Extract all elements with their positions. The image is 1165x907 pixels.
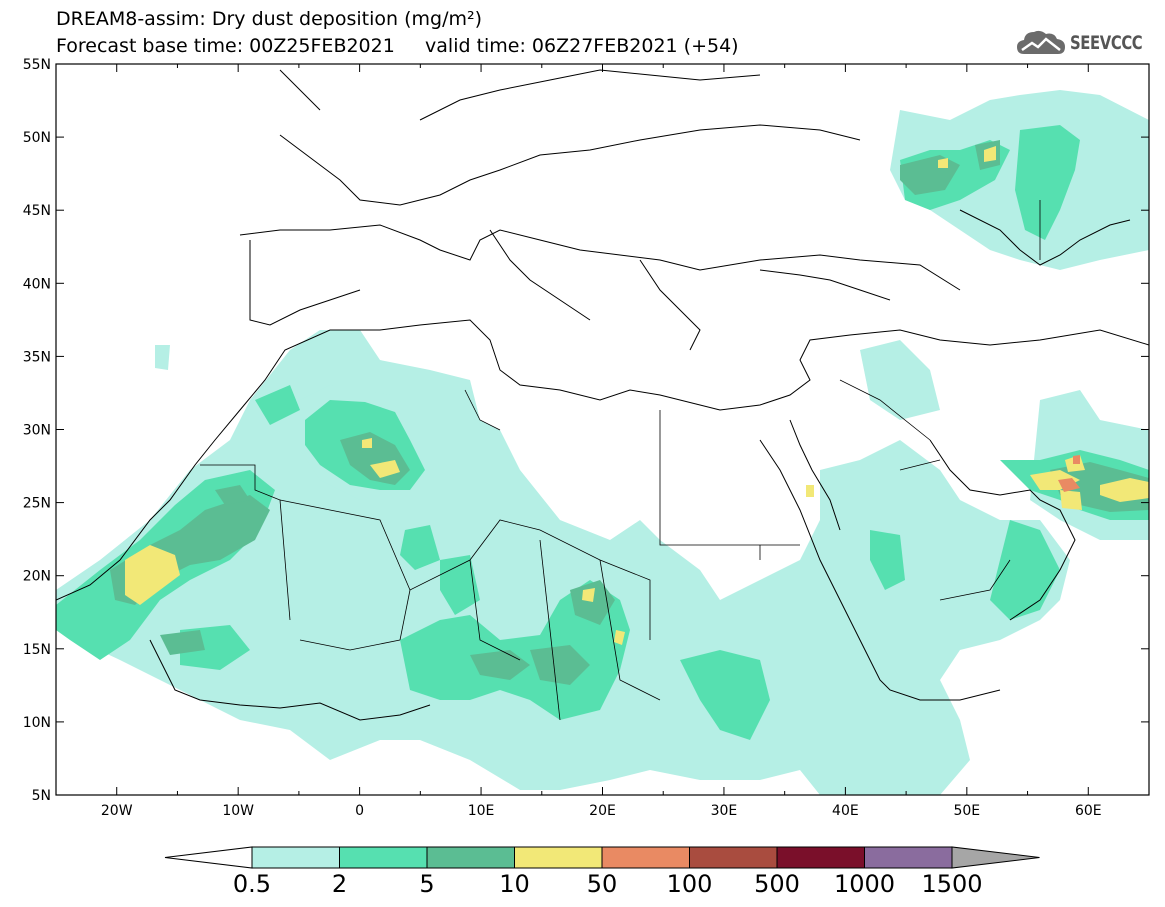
lon-tick-label: 20W: [101, 803, 133, 819]
colorbar-swatch: [251, 846, 340, 869]
lon-tick-label: 30E: [711, 803, 738, 819]
lon-tick-label: 40E: [832, 803, 859, 819]
colorbar-swatch: [689, 846, 778, 869]
colorbar-label: 0.5: [233, 870, 271, 898]
lat-tick-label: 10N: [23, 715, 51, 731]
colorbar-label: 10: [499, 870, 530, 898]
lon-tick-label: 10E: [468, 803, 495, 819]
colorbar-swatch: [776, 846, 865, 869]
map-subtitle: Forecast base time: 00Z25FEB2021 valid t…: [56, 35, 739, 57]
latitude-axis: 55N 50N 45N 40N 35N 30N 25N 20N 15N 10N 5N: [23, 57, 1149, 804]
longitude-axis: 20W 10W 0 10E 20E 30E 40E 50E 60E: [55, 64, 1150, 819]
lon-tick-label: 50E: [953, 803, 980, 819]
colorbar-label: 100: [667, 870, 713, 898]
lat-tick-label: 50N: [23, 130, 51, 146]
lon-tick-label: 20E: [589, 803, 616, 819]
colorbar-label: 50: [587, 870, 618, 898]
colorbar-over-triangle: [951, 846, 1040, 869]
lon-tick-label: 10W: [222, 803, 254, 819]
cloud-icon: [1017, 30, 1065, 54]
colorbar-label: 500: [754, 870, 800, 898]
lat-tick-label: 30N: [23, 423, 51, 439]
colorbar-label: 1000: [834, 870, 895, 898]
lat-tick-label: 45N: [23, 203, 51, 219]
colorbar-swatch: [514, 846, 603, 869]
coastlines: [56, 69, 1149, 721]
colorbar-label: 5: [419, 870, 434, 898]
colorbar-swatch: [864, 846, 953, 869]
colorbar-swatch: [601, 846, 690, 869]
lat-tick-label: 5N: [32, 788, 51, 804]
colorbar: 0.5 2 5 10 50 100 500 1000 1500: [164, 846, 1040, 898]
lat-tick-label: 20N: [23, 569, 51, 585]
colorbar-label: 1500: [921, 870, 982, 898]
logo-text: SEEVCCC: [1070, 32, 1143, 54]
colorbar-swatch: [339, 846, 428, 869]
lat-tick-label: 55N: [23, 57, 51, 73]
dust-field: [56, 64, 1149, 795]
country-borders: [200, 200, 1041, 721]
lon-tick-label: 60E: [1075, 803, 1102, 819]
map-title: DREAM8-assim: Dry dust deposition (mg/m²…: [56, 8, 483, 30]
colorbar-under-triangle: [164, 846, 253, 869]
lat-tick-label: 35N: [23, 349, 51, 365]
lat-tick-label: 15N: [23, 642, 51, 658]
dust-level-50: [1058, 455, 1080, 492]
lat-tick-label: 40N: [23, 276, 51, 292]
colorbar-label: 2: [332, 870, 347, 898]
colorbar-swatch: [426, 846, 515, 869]
lon-tick-label: 0: [355, 803, 364, 819]
seevccc-logo: SEEVCCC: [1016, 28, 1163, 58]
lat-tick-label: 25N: [23, 496, 51, 512]
